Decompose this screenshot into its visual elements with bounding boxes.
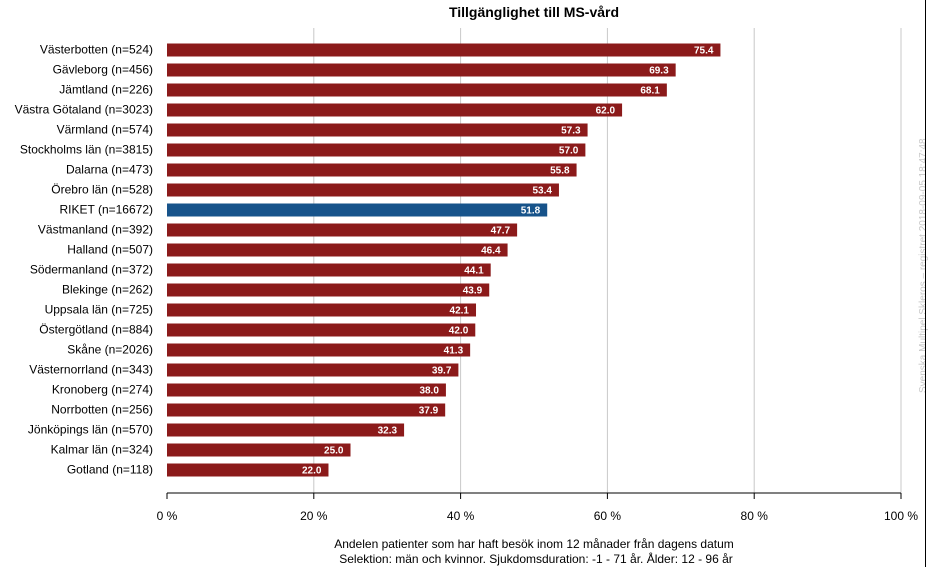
bar — [167, 443, 351, 457]
category-label: Gävleborg (n=456) — [53, 63, 153, 77]
category-label: Kalmar län (n=324) — [51, 443, 153, 457]
value-label: 43.9 — [463, 286, 483, 297]
value-label: 57.3 — [561, 126, 581, 137]
tick-label: 100 % — [884, 509, 918, 523]
bar — [167, 83, 667, 97]
category-label: Västerbotten (n=524) — [40, 43, 153, 57]
category-label: Jämtland (n=226) — [59, 83, 153, 97]
bar — [167, 323, 476, 337]
chart-border — [925, 0, 926, 567]
value-label: 46.4 — [481, 246, 501, 257]
value-label: 55.8 — [550, 166, 570, 177]
tick-label: 60 % — [594, 509, 622, 523]
value-label: 44.1 — [464, 266, 484, 277]
value-label: 53.4 — [532, 186, 552, 197]
bar — [167, 403, 446, 417]
value-label: 47.7 — [491, 226, 511, 237]
bar — [167, 143, 586, 157]
bar — [167, 363, 459, 377]
category-label: Jönköpings län (n=570) — [28, 423, 153, 437]
bar — [167, 283, 490, 297]
bar — [167, 163, 577, 177]
category-label: Dalarna (n=473) — [66, 163, 153, 177]
bar — [167, 383, 446, 397]
bar — [167, 423, 405, 437]
category-label: Stockholms län (n=3815) — [20, 143, 153, 157]
grid-lines — [313, 28, 902, 493]
x-axis-selection-note: Selektion: män och kvinnor. Sjukdomsdura… — [339, 551, 733, 566]
value-label: 38.0 — [419, 386, 439, 397]
value-label: 62.0 — [596, 106, 616, 117]
bar — [167, 103, 623, 117]
chart-title: Tillgänglighet till MS-vård — [449, 4, 619, 20]
category-label: Gotland (n=118) — [67, 463, 153, 477]
category-label: RIKET (n=16672) — [60, 203, 154, 217]
category-label: Skåne (n=2026) — [67, 343, 153, 357]
bar — [167, 203, 548, 217]
bar — [167, 263, 491, 277]
category-label: Västra Götaland (n=3023) — [15, 103, 153, 117]
value-label: 42.0 — [449, 326, 469, 337]
tick-label: 20 % — [300, 509, 328, 523]
tick-label: 40 % — [447, 509, 475, 523]
x-tick-labels: 0 % 20 % 40 % 60 % 80 % 100 % — [157, 493, 918, 523]
value-label: 32.3 — [378, 426, 398, 437]
value-label: 51.8 — [521, 206, 541, 217]
value-label: 22.0 — [302, 466, 322, 477]
category-label: Örebro län (n=528) — [51, 183, 153, 197]
value-label: 39.7 — [432, 366, 452, 377]
category-label: Kronoberg (n=274) — [52, 383, 153, 397]
bars — [167, 43, 721, 477]
x-axis-label: Andelen patienter som har haft besök ino… — [334, 537, 734, 551]
value-labels: 75.4 69.3 68.1 62.0 57.3 57.0 55.8 53.4 51.8 47.7… — [302, 46, 714, 477]
value-label: 57.0 — [559, 146, 579, 157]
category-label: Södermanland (n=372) — [30, 263, 153, 277]
value-label: 37.9 — [419, 406, 439, 417]
value-label: 75.4 — [694, 46, 714, 57]
category-label: Värmland (n=574) — [57, 123, 153, 137]
bar — [167, 243, 508, 257]
category-label: Västernorrland (n=343) — [29, 363, 153, 377]
value-label: 25.0 — [324, 446, 344, 457]
category-labels: Västerbotten (n=524) Gävleborg (n=456) Jäm… — [15, 43, 153, 477]
bar — [167, 463, 329, 477]
bar — [167, 43, 721, 57]
category-label: Blekinge (n=262) — [62, 283, 153, 297]
bar — [167, 303, 477, 317]
value-label: 41.3 — [444, 346, 464, 357]
category-label: Norrbotten (n=256) — [51, 403, 153, 417]
value-label: 68.1 — [640, 86, 660, 97]
category-label: Västmanland (n=392) — [38, 223, 153, 237]
category-label: Halland (n=507) — [67, 243, 153, 257]
category-label: Uppsala län (n=725) — [45, 303, 153, 317]
bar — [167, 183, 559, 197]
bar — [167, 223, 518, 237]
value-label: 69.3 — [649, 66, 669, 77]
tick-label: 80 % — [741, 509, 769, 523]
bar — [167, 63, 676, 77]
tick-label: 0 % — [157, 509, 178, 523]
registry-watermark: Svenska Multipel Skleros – registret 201… — [918, 138, 928, 393]
category-label: Östergötland (n=884) — [39, 323, 153, 337]
value-label: 42.1 — [450, 306, 470, 317]
bar — [167, 343, 471, 357]
bar — [167, 123, 588, 137]
